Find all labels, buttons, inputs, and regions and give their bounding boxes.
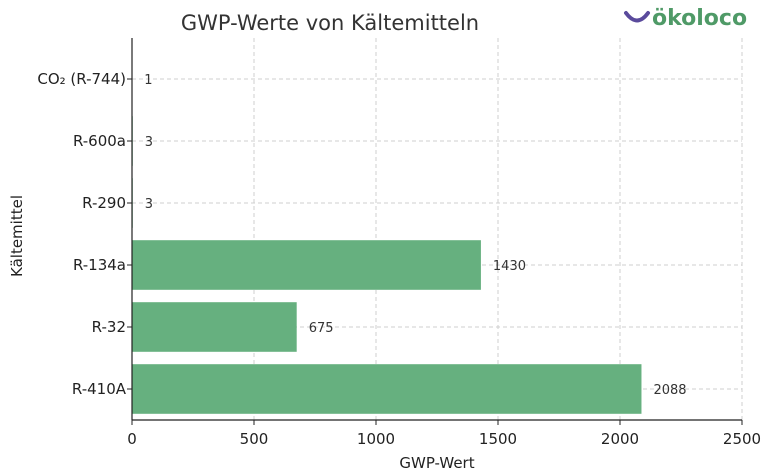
x-tick-labels: 0 500 1000 1500 2000 2500	[127, 420, 761, 448]
data-label: 1	[144, 73, 152, 88]
data-label: 3	[145, 197, 153, 212]
x-tick-label: 2500	[723, 430, 761, 448]
bars	[132, 54, 642, 414]
x-tick-label: 500	[240, 430, 269, 448]
category-label: R-290	[82, 194, 126, 212]
x-tick-label: 2000	[601, 430, 639, 448]
data-label: 2088	[653, 383, 686, 398]
data-label: 1430	[493, 259, 526, 274]
data-label: 3	[145, 135, 153, 150]
x-axis-label: GWP-Wert	[399, 454, 474, 472]
bar	[132, 302, 297, 352]
category-label: R-600a	[73, 132, 126, 150]
data-label: 675	[309, 321, 334, 336]
category-label: R-134a	[73, 256, 126, 274]
brand-logo: ökoloco	[624, 6, 747, 31]
logo-text: ökoloco	[652, 6, 747, 31]
category-label: R-410A	[72, 380, 127, 398]
bar	[132, 240, 481, 290]
smile-icon	[624, 11, 650, 23]
chart-title: GWP-Werte von Kältemitteln	[181, 11, 479, 35]
x-tick-label: 0	[127, 430, 137, 448]
y-axis-label: Kältemittel	[8, 195, 26, 277]
grid	[132, 38, 743, 420]
x-tick-label: 1000	[357, 430, 395, 448]
x-tick-label: 1500	[479, 430, 517, 448]
bar	[132, 364, 642, 414]
data-labels: 1 3 3 1430 675 2088	[144, 73, 686, 398]
category-labels: CO₂ (R-744) R-600a R-290 R-134a R-32 R-410A	[37, 70, 132, 398]
category-label: R-32	[92, 318, 126, 336]
category-label: CO₂ (R-744)	[37, 70, 126, 88]
